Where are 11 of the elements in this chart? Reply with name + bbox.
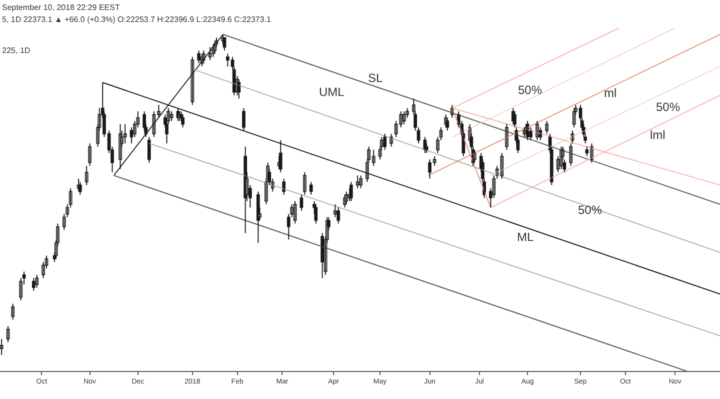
text: 5, 1D 22373.1 ▲ +66.0 (+0.3%) O:22253.7 H:22396.9 L:22349.6 C:22373.1 <box>2 15 272 24</box>
annotation: ml <box>604 86 617 100</box>
text: 225, 1D <box>2 46 30 55</box>
annotation: SL <box>368 71 384 85</box>
annotation: 50% <box>578 203 602 217</box>
annotation: 50% <box>656 100 680 114</box>
annotation: UML <box>319 85 345 99</box>
annotation: lml <box>650 128 666 142</box>
text: September 10, 2018 22:29 EEST <box>2 3 120 12</box>
annotation: ML <box>517 230 534 244</box>
annotation: 50% <box>518 83 542 97</box>
